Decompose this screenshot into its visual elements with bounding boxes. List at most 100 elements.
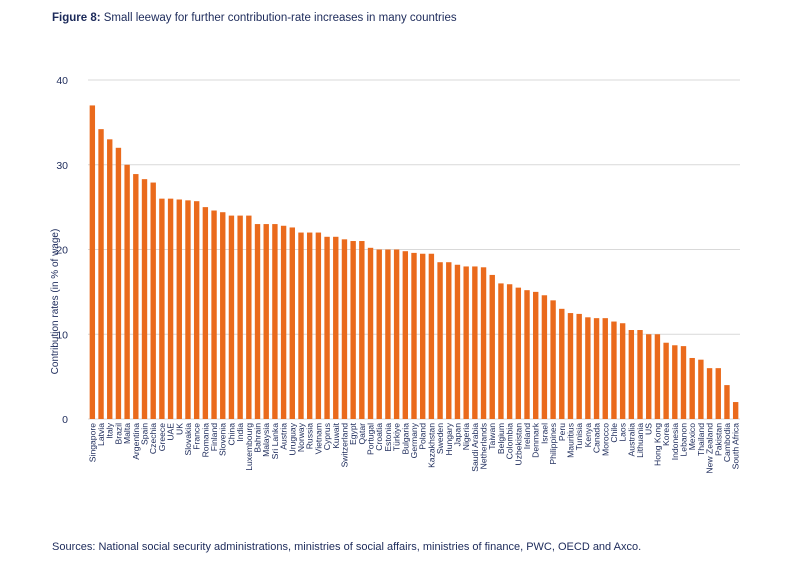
x-tick-label: Finland: [209, 423, 219, 451]
bar: [333, 236, 339, 419]
x-tick-label: Cyprus: [322, 423, 332, 450]
x-tick-label: Mexico: [687, 423, 697, 450]
x-tick-label: Norway: [296, 422, 306, 452]
x-tick-label: Türkiye: [392, 423, 402, 451]
bar: [141, 179, 148, 419]
y-tick-label: 30: [56, 160, 68, 172]
x-tick-label: Switzerland: [339, 423, 349, 468]
x-tick-label: Bulgaria: [400, 423, 410, 455]
bar: [263, 224, 269, 419]
x-tick-label: China: [226, 423, 236, 446]
x-tick-label: Malaysia: [261, 423, 271, 457]
x-tick-label: Nigeria: [461, 423, 471, 450]
y-axis-title: Contribution rates (in % of wage): [50, 229, 61, 375]
x-tick-label: UAE: [166, 423, 176, 441]
bar: [167, 198, 174, 419]
bar: [689, 357, 695, 419]
bar: [298, 232, 304, 419]
bar: [350, 241, 356, 419]
y-tick-label: 0: [62, 414, 68, 426]
x-tick-label: Colombia: [505, 423, 515, 460]
bar: [628, 330, 635, 419]
bar: [680, 346, 687, 419]
x-tick-label: Saudi Arabia: [470, 423, 480, 472]
bar: [498, 283, 504, 419]
x-tick-label: New Zealand: [705, 423, 715, 474]
x-tick-label: Argentina: [131, 423, 141, 460]
bar: [237, 215, 243, 419]
x-tick-label: UK: [174, 423, 184, 435]
x-tick-label: Australia: [626, 423, 636, 457]
x-tick-label: Greece: [157, 423, 167, 451]
bar: [724, 385, 730, 419]
bar: [202, 207, 209, 419]
bar: [254, 224, 261, 419]
x-tick-label: Hungary: [444, 422, 454, 455]
y-tick-label: 40: [56, 75, 68, 87]
y-tick-label: 20: [56, 245, 68, 257]
x-tick-label: Uzbekistan: [513, 423, 523, 466]
source-note: Sources: National social security admini…: [52, 541, 642, 553]
x-tick-label: Taiwan: [487, 423, 497, 450]
x-tick-label: Lebanon: [678, 423, 688, 457]
bar: [637, 330, 643, 419]
figure-title-text: Small leeway for further contribution-ra…: [103, 12, 457, 24]
x-tick-label: Tunisia: [574, 423, 584, 451]
bar: [437, 262, 443, 419]
bar: [411, 252, 417, 419]
bar: [533, 291, 539, 419]
bar: [115, 147, 122, 420]
x-tick-label: Israel: [539, 423, 549, 444]
x-tick-label: Egypt: [348, 422, 358, 445]
bar: [602, 318, 608, 419]
bar: [107, 139, 113, 419]
bar: [567, 313, 574, 419]
x-tick-label: Kenya: [583, 423, 593, 448]
bar: [185, 200, 191, 419]
x-tick-label: Belgium: [496, 423, 506, 454]
x-tick-label: Uruguay: [287, 422, 297, 455]
bar: [593, 318, 600, 419]
x-tick-label: Malta: [122, 423, 132, 444]
x-tick-label: Ireland: [522, 423, 532, 449]
x-tick-label: Italy: [105, 422, 115, 438]
bar: [698, 359, 704, 419]
bar: [663, 342, 669, 419]
bar: [463, 266, 469, 419]
x-tick-label: Korea: [661, 423, 671, 446]
y-tick-label: 10: [56, 329, 68, 341]
x-tick-label: South Africa: [731, 423, 741, 470]
x-tick-label: Slovakia: [183, 423, 193, 456]
x-tick-label: Canada: [592, 423, 602, 453]
x-tick-label: Kuwait: [331, 422, 341, 448]
bar: [480, 267, 487, 419]
bar: [124, 164, 130, 419]
x-tick-label: Chile: [609, 423, 619, 443]
bar: [341, 239, 348, 419]
x-tick-label: Pakistan: [713, 423, 723, 456]
bar: [359, 241, 365, 419]
x-tick-label: Latvia: [96, 423, 106, 446]
x-tick-label: Vietnam: [313, 423, 323, 454]
bar: [732, 402, 739, 419]
bar: [176, 199, 182, 419]
bar: [706, 368, 713, 419]
bar: [289, 227, 295, 419]
bar: [646, 334, 652, 419]
bar: [315, 232, 322, 419]
x-tick-label: France: [192, 423, 202, 450]
x-tick-label: Slovenia: [218, 423, 228, 456]
x-tick-label: Singapore: [87, 423, 97, 462]
x-tick-label: Hong Kong: [652, 423, 662, 466]
bar: [559, 308, 565, 419]
bar: [133, 174, 139, 419]
x-tick-label: Croatia: [374, 423, 384, 451]
bar: [367, 247, 374, 419]
bar: [376, 249, 382, 419]
x-tick-label: Austria: [279, 423, 289, 450]
x-tick-label: Spain: [140, 423, 150, 445]
figure-title: Figure 8: Small leeway for further contr…: [52, 12, 457, 24]
x-tick-label: Sweden: [435, 423, 445, 454]
x-tick-label: India: [235, 423, 245, 442]
